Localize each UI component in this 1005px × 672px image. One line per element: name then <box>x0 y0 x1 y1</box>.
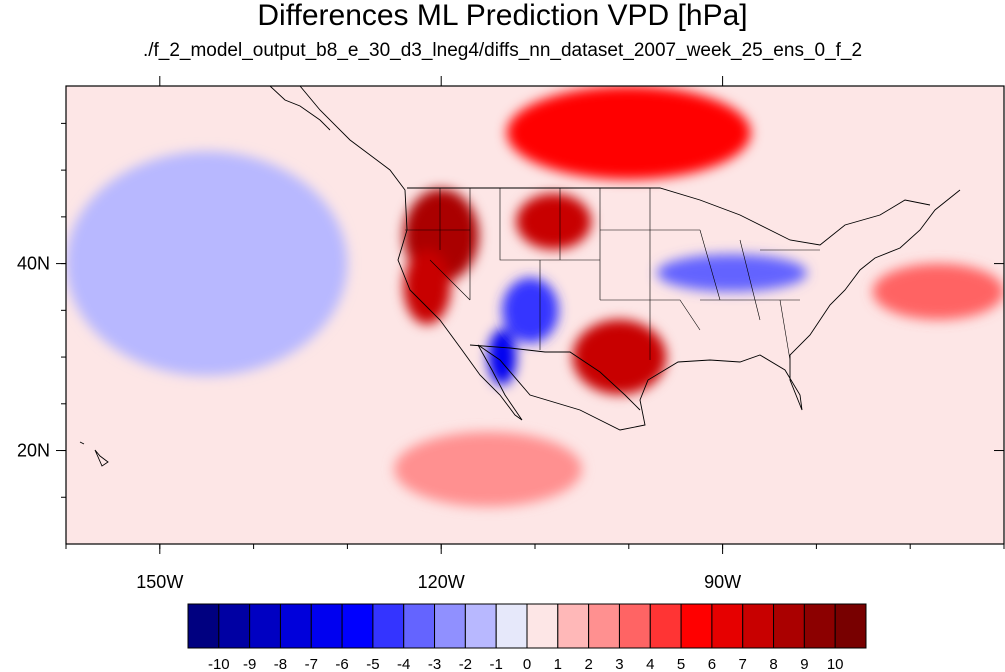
canada-warm-anomaly <box>506 86 751 180</box>
colorbar-label: 8 <box>769 656 777 672</box>
colorbar-swatch <box>803 603 836 649</box>
north-america-coastline <box>299 86 961 431</box>
colorbar-swatch <box>249 603 281 649</box>
colorbar-label: 2 <box>584 656 592 672</box>
colorbar-swatch <box>773 603 805 649</box>
colorbar-label: -6 <box>335 656 348 672</box>
colorbar-label: 6 <box>708 656 716 672</box>
colorbar: -10 -9 -8 -7 -6 -5 -4 -3 -2 -1 0 1 2 3 4 5 6 7 8 9 10 <box>187 603 867 672</box>
hawaii-islands <box>79 441 109 467</box>
y-tick-label: 40N <box>17 254 50 274</box>
colorbar-label: 1 <box>554 656 562 672</box>
colorbar-label: 9 <box>800 656 808 672</box>
colorbar-label: 7 <box>739 656 747 672</box>
colorbar-label: -8 <box>274 656 287 672</box>
idaho-montana-warm-anomaly <box>516 193 592 250</box>
map-title: Differences ML Prediction VPD [hPa] <box>257 0 748 32</box>
colorbar-swatch <box>495 603 528 649</box>
colorbar-label: -1 <box>490 656 503 672</box>
pacific-cool-anomaly <box>66 151 348 376</box>
y-tick-label: 20N <box>17 441 50 461</box>
x-tick-label: 120W <box>418 572 465 592</box>
atlantic-warm-anomaly <box>872 263 1004 320</box>
colorbar-label: -7 <box>305 656 318 672</box>
colorbar-label: -3 <box>428 656 441 672</box>
colorbar-swatch <box>310 603 343 649</box>
mexico-warm-anomaly <box>394 431 582 507</box>
alaska-coast <box>269 86 331 131</box>
anomaly-field <box>66 86 1004 507</box>
baja-cool-anomaly <box>488 329 517 386</box>
colorbar-swatch <box>649 603 682 649</box>
colorbar-swatch <box>279 603 312 649</box>
colorbar-label: -4 <box>397 656 410 672</box>
texas-warm-anomaly <box>572 319 667 395</box>
map-subtitle: ./f_2_model_output_b8_e_30_d3_lneg4/diff… <box>142 40 863 61</box>
california-warm-anomaly <box>403 249 451 325</box>
colorbar-swatch <box>526 603 559 649</box>
colorbar-label: 4 <box>646 656 654 672</box>
colorbar-swatch <box>218 603 251 649</box>
colorbar-label: 5 <box>677 656 685 672</box>
colorbar-swatch <box>372 603 405 649</box>
political-boundaries <box>79 86 961 467</box>
colorbar-label: -2 <box>459 656 472 672</box>
colorbar-swatch <box>711 603 744 649</box>
midwest-cool-anomaly <box>656 254 808 292</box>
axis-labels: 150W 120W 90W 40N 20N <box>17 254 741 592</box>
x-tick-label: 90W <box>704 572 741 592</box>
colorbar-label: -5 <box>366 656 379 672</box>
colorbar-label: -9 <box>243 656 256 672</box>
state-lines <box>405 188 820 361</box>
colorbar-swatch <box>742 603 775 649</box>
colorbar-label: 0 <box>523 656 531 672</box>
colorbar-swatch <box>434 603 466 649</box>
southwest-cool-anomaly <box>502 277 559 344</box>
axis-ticks <box>56 76 1005 554</box>
us-mexico-border <box>469 344 641 411</box>
x-tick-label: 150W <box>136 572 183 592</box>
colorbar-label: 10 <box>827 656 844 672</box>
us-canada-border <box>407 187 931 246</box>
colorbar-swatch <box>618 603 651 649</box>
colorbar-label: -10 <box>208 656 230 672</box>
colorbar-label: 3 <box>615 656 623 672</box>
colorbar-swatch <box>680 603 713 649</box>
colorbar-swatch <box>403 603 436 649</box>
colorbar-swatch <box>341 603 374 649</box>
colorbar-swatch <box>834 603 867 649</box>
colorbar-swatch <box>557 603 590 649</box>
colorbar-swatch <box>187 603 220 649</box>
colorbar-swatch <box>464 603 497 649</box>
colorbar-swatch <box>588 603 620 649</box>
